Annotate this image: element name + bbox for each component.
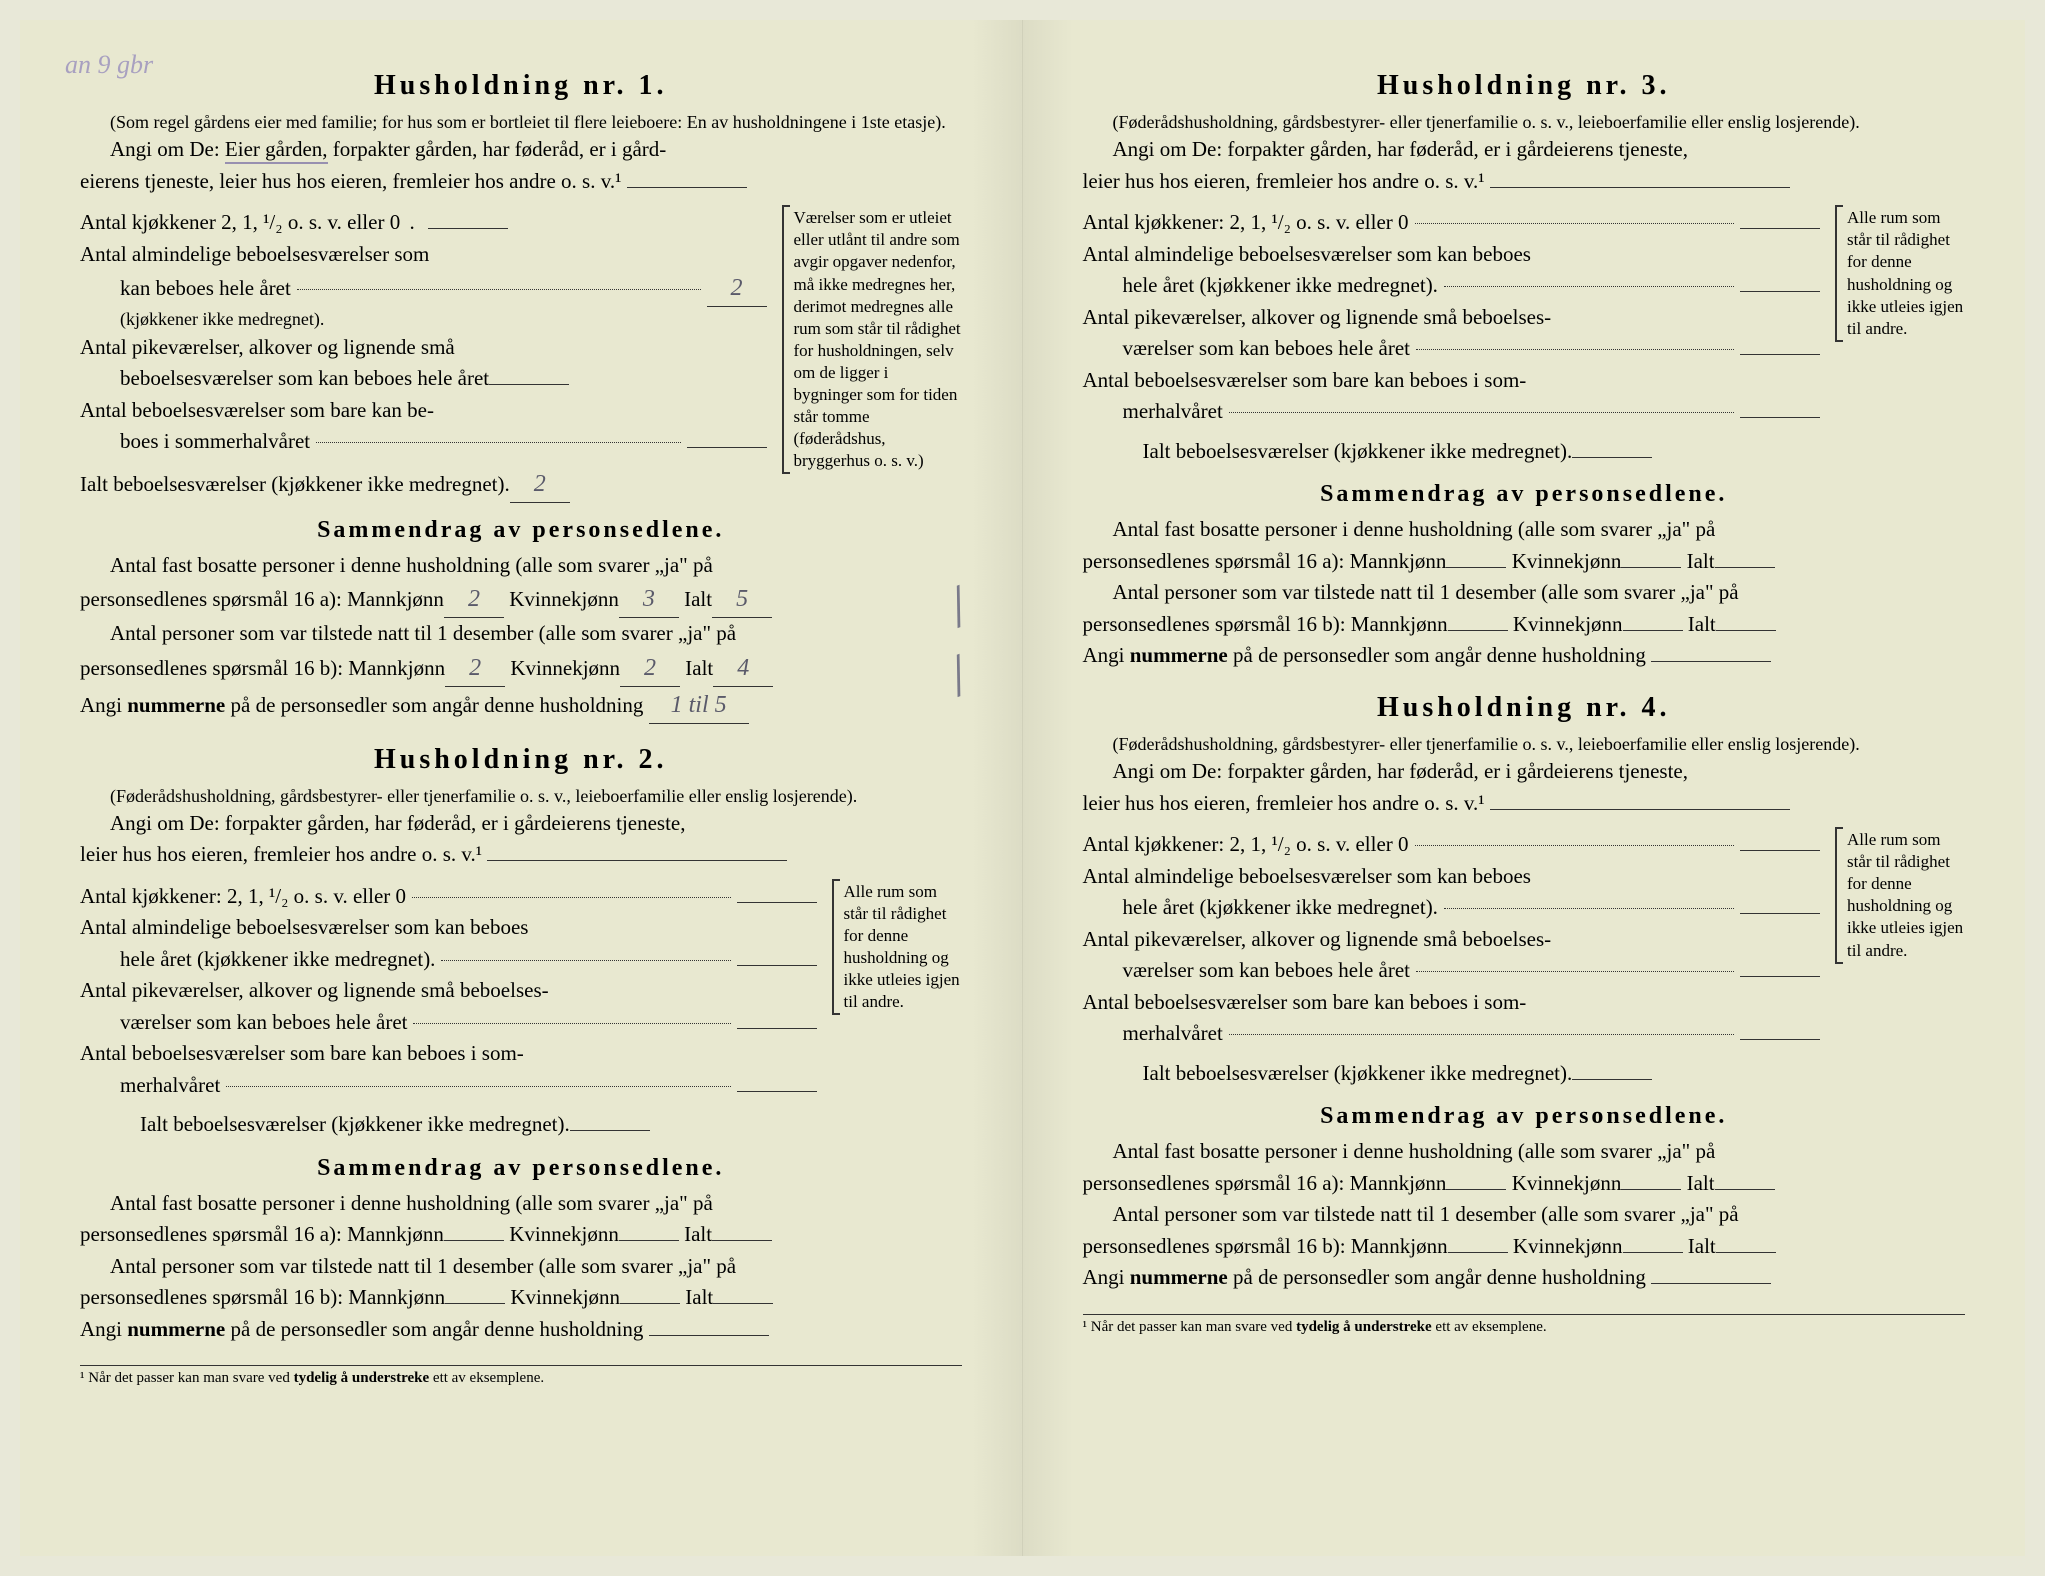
- h1-bracket: Værelser som er utleiet eller utlånt til…: [782, 207, 962, 472]
- h2-sam-title: Sammendrag av personsedlene.: [80, 1155, 962, 1182]
- h1-angi2: eierens tjeneste, leier hus hos eieren, …: [80, 166, 962, 198]
- h1-fast: Antal fast bosatte personer i denne hush…: [80, 550, 962, 582]
- h2-angi2: leier hus hos eieren, fremleier hos andr…: [80, 839, 962, 871]
- h1-som2: boes i sommerhalvåret: [80, 426, 310, 458]
- household-4: Husholdning nr. 4. (Føderådshusholdning,…: [1083, 692, 1966, 1294]
- h1-title: Husholdning nr. 1.: [80, 70, 962, 102]
- h1-alm-val: 2: [707, 270, 767, 307]
- h1-tilstede: Antal personer som var tilstede natt til…: [80, 618, 962, 650]
- h1-nummer: Angi nummerne på de personsedler som ang…: [80, 687, 962, 724]
- left-page: an 9 gbr Husholdning nr. 1. (Som regel g…: [20, 20, 1023, 1556]
- footnote-left: ¹ Når det passer kan man svare ved tydel…: [80, 1365, 962, 1387]
- h1-rooms-col: Antal kjøkkener 2, 1, ¹/₂ o. s. v. eller…: [80, 207, 767, 502]
- footnote-right: ¹ Når det passer kan man svare ved tydel…: [1083, 1314, 1966, 1336]
- right-page: Husholdning nr. 3. (Føderådshusholdning,…: [1023, 20, 2026, 1556]
- h1-alm-sub: (kjøkkener ikke medregnet).: [80, 307, 767, 331]
- h3-title: Husholdning nr. 3.: [1083, 70, 1966, 102]
- h4-title: Husholdning nr. 4.: [1083, 692, 1966, 724]
- h2-title: Husholdning nr. 2.: [80, 744, 962, 776]
- h1-16a-row: personsedlenes spørsmål 16 a): Mannkjønn…: [80, 581, 962, 618]
- household-3: Husholdning nr. 3. (Føderådshusholdning,…: [1083, 70, 1966, 672]
- document-spread: an 9 gbr Husholdning nr. 1. (Som regel g…: [20, 20, 2025, 1556]
- h1-pike1: Antal pikeværelser, alkover og lignende …: [80, 332, 767, 364]
- h1-ialt-val: 2: [510, 466, 570, 503]
- household-2: Husholdning nr. 2. (Føderådshusholdning,…: [80, 744, 962, 1346]
- h2-intro: (Føderådshusholdning, gårdsbestyrer- ell…: [80, 784, 962, 808]
- h1-ialt: Ialt beboelsesværelser (kjøkkener ikke m…: [80, 469, 510, 501]
- h2-bracket: Alle rum som står til rådighet for denne…: [832, 881, 962, 1014]
- h1-intro: (Som regel gårdens eier med familie; for…: [80, 110, 962, 134]
- h1-sam-title: Sammendrag av personsedlene.: [80, 517, 962, 544]
- h1-alm2: kan beboes hele året: [80, 273, 291, 305]
- h3-bracket: Alle rum som står til rådighet for denne…: [1835, 207, 1965, 340]
- h2-angi: Angi om De: forpakter gården, har føderå…: [80, 808, 962, 840]
- pencil-annotation: an 9 gbr: [65, 50, 153, 80]
- h1-som1: Antal beboelsesværelser som bare kan be-: [80, 395, 767, 427]
- household-1: Husholdning nr. 1. (Som regel gårdens ei…: [80, 70, 962, 724]
- h1-16b-row: personsedlenes spørsmål 16 b): Mannkjønn…: [80, 650, 962, 687]
- h2-rooms-col: Antal kjøkkener: 2, 1, ¹/₂ o. s. v. elle…: [80, 881, 817, 1141]
- h4-bracket: Alle rum som står til rådighet for denne…: [1835, 829, 1965, 962]
- h1-kjokken: Antal kjøkkener 2, 1, ¹/₂ o. s. v. eller…: [80, 207, 400, 239]
- h1-angi: Angi om De: Eier gården, forpakter gårde…: [80, 134, 962, 166]
- h1-alm1: Antal almindelige beboelsesværelser som: [80, 239, 767, 271]
- h1-pike2: beboelsesværelser som kan beboes hele år…: [80, 363, 489, 395]
